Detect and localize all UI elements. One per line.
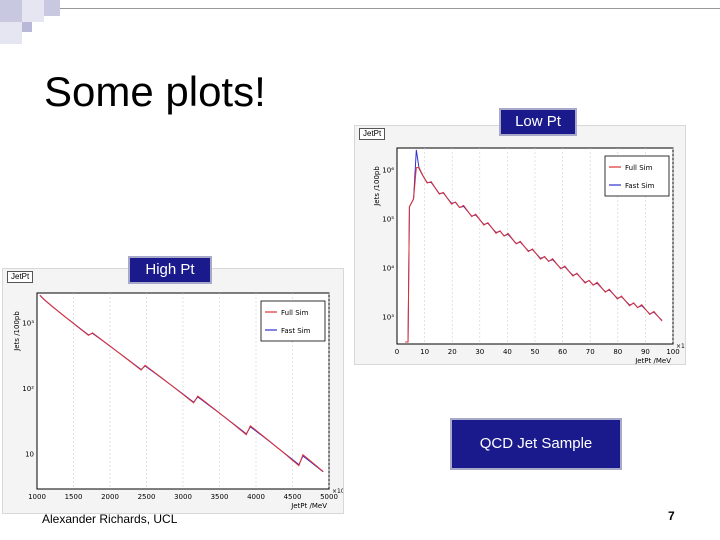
full-sim-series [405,167,663,343]
x-tick-label: 90 [641,348,650,356]
decor-square-5 [22,22,32,32]
decor-square-1 [0,0,22,22]
x-tick-label: 20 [448,348,457,356]
y-tick-label: 10⁶ [382,167,394,175]
decor-square-4 [44,0,60,16]
decor-square-3 [0,22,22,44]
low-pt-chart: 0 10 20 30 40 50 60 70 80 90 100 10³ 10⁴ 10⁵ 10⁶ JetPt … [373,147,685,364]
x-tick-label: 100 [666,348,679,356]
x-tick-label: 70 [586,348,595,356]
x-axis-label: JetPt /MeV [290,502,327,510]
x-tick-label: 1500 [65,493,83,501]
y-tick-label: 10² [22,385,34,393]
x-tick-label: 0 [395,348,399,356]
x-tick-label: 3500 [211,493,229,501]
full-sim-series [39,294,324,472]
legend-fast-label: Fast Sim [281,327,311,335]
legend-fast-label: Fast Sim [625,182,655,190]
x-tick-label: 3000 [174,493,192,501]
high-plot-tag: JetPt [7,271,34,283]
x-tick-label: 80 [613,348,622,356]
legend-box [260,300,326,342]
y-axis-label: Jets /100pb [13,311,21,352]
x-tick-label: 10 [420,348,429,356]
x-tick-label: 4500 [284,493,302,501]
y-tick-label: 10³ [22,320,34,328]
x-tick-label: 40 [503,348,512,356]
legend-full-label: Full Sim [281,309,309,317]
x-tick-label: 2000 [101,493,119,501]
high-pt-chart: 1000 1500 2000 2500 3000 3500 4000 4500 5000 10 10… [13,292,343,510]
x-multiplier: ×10³ [332,488,343,495]
low-plot-tag: JetPt [359,128,386,140]
footer-author: Alexander Richards, UCL [42,512,178,526]
x-tick-label: 5000 [320,493,338,501]
high-pt-label: High Pt [128,256,212,284]
high-pt-plot: JetPt 1000 1500 2000 2500 3000 3500 4000 4500 50… [2,268,344,514]
x-multiplier: ×10³ [676,343,685,350]
page-title: Some plots! [44,68,266,115]
decor-square-2 [22,0,44,22]
y-tick-label: 10 [25,450,34,458]
x-tick-label: 60 [558,348,567,356]
low-pt-plot: JetPt 0 10 20 30 40 50 60 70 80 90 100 10³ 10⁴ 10⁵ 10⁶… [354,125,686,365]
x-tick-label: 2500 [138,493,156,501]
y-tick-label: 10⁴ [382,265,394,273]
x-axis-label: JetPt /MeV [634,357,671,364]
x-tick-label: 50 [531,348,540,356]
x-tick-label: 30 [475,348,484,356]
x-tick-label: 1000 [28,493,46,501]
legend-full-label: Full Sim [625,164,653,172]
y-axis-label: Jets /100pb [373,166,381,207]
x-tick-label: 4000 [247,493,265,501]
y-tick-label: 10³ [382,314,394,322]
top-rule [60,8,720,9]
y-tick-label: 10⁵ [382,216,394,224]
low-pt-label: Low Pt [499,108,577,136]
qcd-jet-sample-label: QCD Jet Sample [450,418,622,470]
page-number: 7 [668,509,675,523]
legend-box [604,155,670,197]
